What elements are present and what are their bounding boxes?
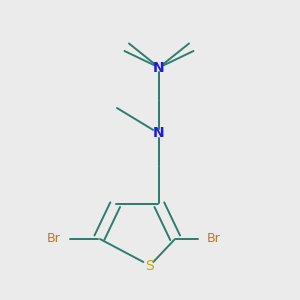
Text: N: N bbox=[153, 127, 165, 140]
Text: Br: Br bbox=[47, 232, 61, 245]
Text: N: N bbox=[153, 61, 165, 74]
Text: S: S bbox=[146, 259, 154, 272]
Text: Br: Br bbox=[206, 232, 220, 245]
